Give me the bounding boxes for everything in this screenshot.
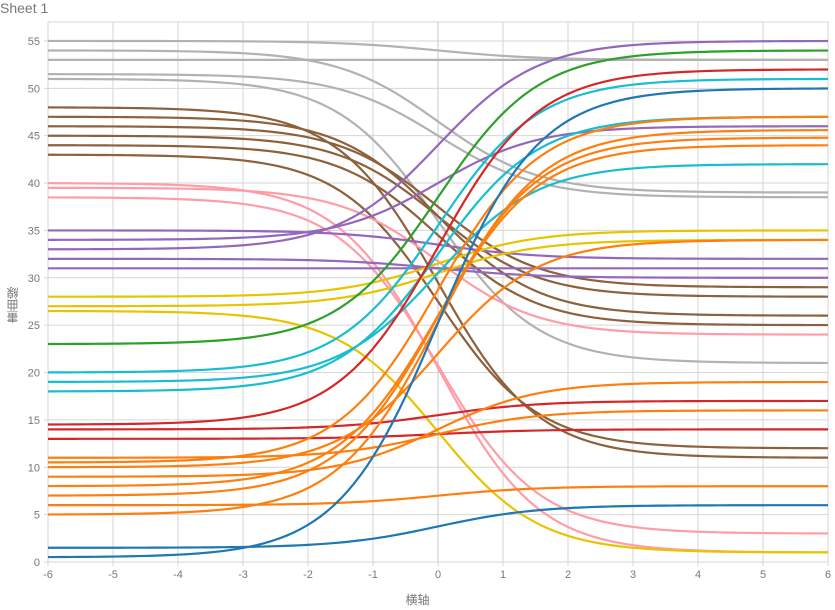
y-tick-label: 0: [34, 557, 40, 569]
x-tick-label: 3: [630, 569, 636, 581]
y-tick-label: 15: [28, 415, 40, 427]
y-tick-label: 40: [28, 178, 40, 190]
x-tick-label: -3: [238, 569, 248, 581]
y-tick-label: 30: [28, 273, 40, 285]
x-axis-label: 横轴: [405, 591, 429, 608]
y-tick-label: 25: [28, 320, 40, 332]
y-tick-label: 55: [28, 36, 40, 48]
x-tick-label: -6: [43, 569, 53, 581]
y-tick-label: 10: [28, 462, 40, 474]
x-tick-label: 4: [695, 569, 701, 581]
y-tick-label: 35: [28, 225, 40, 237]
x-tick-label: 2: [565, 569, 571, 581]
x-tick-label: 0: [435, 569, 441, 581]
y-tick-label: 5: [34, 510, 40, 522]
chart-container: Sheet 1 畫曲線 横轴 0510152025303540455055-6-…: [0, 0, 835, 610]
y-tick-label: 50: [28, 83, 40, 95]
x-tick-label: 1: [500, 569, 506, 581]
y-tick-label: 45: [28, 131, 40, 143]
x-tick-label: -4: [173, 569, 183, 581]
y-tick-label: 20: [28, 368, 40, 380]
x-tick-label: -1: [368, 569, 378, 581]
chart-title: Sheet 1: [0, 0, 48, 16]
x-tick-label: 5: [760, 569, 766, 581]
y-axis-label: 畫曲線: [4, 287, 21, 323]
x-tick-label: -5: [108, 569, 118, 581]
x-tick-label: -2: [303, 569, 313, 581]
x-tick-label: 6: [825, 569, 831, 581]
chart-plot: 0510152025303540455055-6-5-4-3-2-1012345…: [0, 0, 835, 610]
